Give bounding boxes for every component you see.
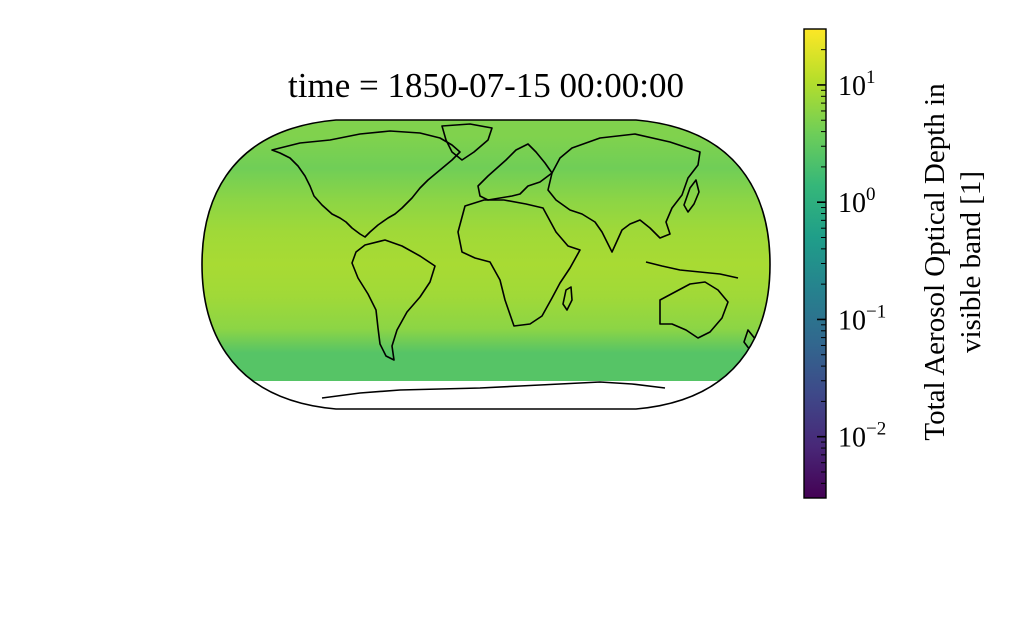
colorbar-tick-labels: 101 100 10−1 10−2: [838, 67, 886, 454]
colorbar-tick-label: 10−1: [838, 301, 886, 336]
coast-indonesia: [645, 261, 739, 279]
colorbar-major-ticks: [817, 84, 826, 438]
coast-antarctica: [321, 381, 666, 399]
coast-madagascar: [562, 286, 573, 311]
coast-africa: [457, 199, 581, 327]
colorbar-label-line1: Total Aerosol Optical Depth in: [919, 83, 951, 441]
colorbar: 101 100 10−1 10−2 Total Aerosol Optical Dep…: [803, 28, 987, 499]
colorbar-tick-label: 101: [838, 67, 876, 102]
colorbar-gradient: [804, 29, 826, 498]
coast-south-america: [351, 239, 436, 361]
map: [201, 119, 771, 410]
colorbar-tick-label: 100: [838, 184, 876, 219]
colorbar-frame: [803, 28, 827, 499]
coast-greenland: [441, 123, 493, 161]
coast-north-america: [271, 130, 461, 238]
colorbar-label-line2: visible band [1]: [955, 171, 987, 353]
colorbar-tick-label: 10−2: [838, 419, 886, 454]
coast-japan: [683, 179, 700, 213]
map-boundary: [201, 119, 771, 410]
chart-title: time = 1850-07-15 00:00:00: [288, 66, 684, 105]
coast-australia: [659, 281, 729, 339]
coast-asia: [547, 133, 701, 253]
aod-field: [202, 120, 770, 409]
